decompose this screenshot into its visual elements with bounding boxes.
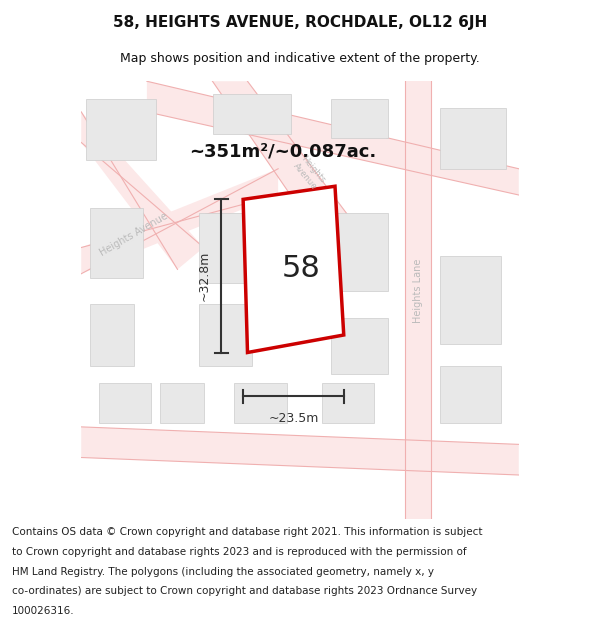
Polygon shape [243,186,344,352]
Polygon shape [81,112,204,269]
Bar [86,99,155,160]
Text: 100026316.: 100026316. [12,606,74,616]
Text: 58: 58 [281,254,320,282]
Text: 58, HEIGHTS AVENUE, ROCHDALE, OL12 6JH: 58, HEIGHTS AVENUE, ROCHDALE, OL12 6JH [113,15,487,30]
Text: Heights
Avenue: Heights Avenue [291,154,326,192]
Bar [199,213,252,282]
Bar [322,383,374,423]
Text: to Crown copyright and database rights 2023 and is reproduced with the permissio: to Crown copyright and database rights 2… [12,547,467,557]
Bar [331,213,388,291]
Bar [331,99,388,138]
Polygon shape [81,169,278,274]
Bar [331,318,388,374]
Text: HM Land Registry. The polygons (including the associated geometry, namely x, y: HM Land Registry. The polygons (includin… [12,566,434,576]
Text: Heights Lane: Heights Lane [413,259,423,324]
Bar [199,304,252,366]
Bar [440,107,506,169]
Text: Heights Avenue: Heights Avenue [98,211,170,258]
Polygon shape [147,81,519,195]
Bar [90,208,143,278]
Bar [212,94,291,134]
Bar [235,383,287,423]
Text: Map shows position and indicative extent of the property.: Map shows position and indicative extent… [120,52,480,65]
Text: ~32.8m: ~32.8m [197,251,211,301]
Text: ~23.5m: ~23.5m [268,411,319,424]
Text: co-ordinates) are subject to Crown copyright and database rights 2023 Ordnance S: co-ordinates) are subject to Crown copyr… [12,586,477,596]
Polygon shape [212,81,353,234]
Bar [99,383,151,423]
Bar [160,383,204,423]
Bar [90,304,134,366]
Bar [440,366,501,423]
Text: ~351m²/~0.087ac.: ~351m²/~0.087ac. [189,142,376,160]
Polygon shape [405,81,431,519]
Polygon shape [81,427,519,475]
Text: Contains OS data © Crown copyright and database right 2021. This information is : Contains OS data © Crown copyright and d… [12,528,482,538]
Bar [440,256,501,344]
